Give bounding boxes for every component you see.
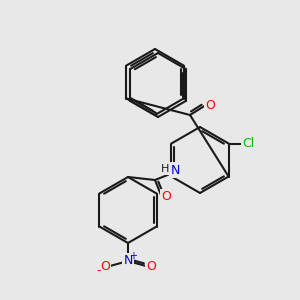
Text: +: + — [129, 251, 137, 261]
Text: H: H — [161, 164, 169, 174]
Text: -: - — [97, 265, 101, 278]
Text: O: O — [205, 99, 215, 112]
Text: N: N — [123, 254, 133, 268]
Text: O: O — [146, 260, 156, 272]
Text: Cl: Cl — [242, 137, 255, 150]
Text: N: N — [170, 164, 180, 176]
Text: O: O — [162, 190, 172, 203]
Text: O: O — [100, 260, 110, 272]
